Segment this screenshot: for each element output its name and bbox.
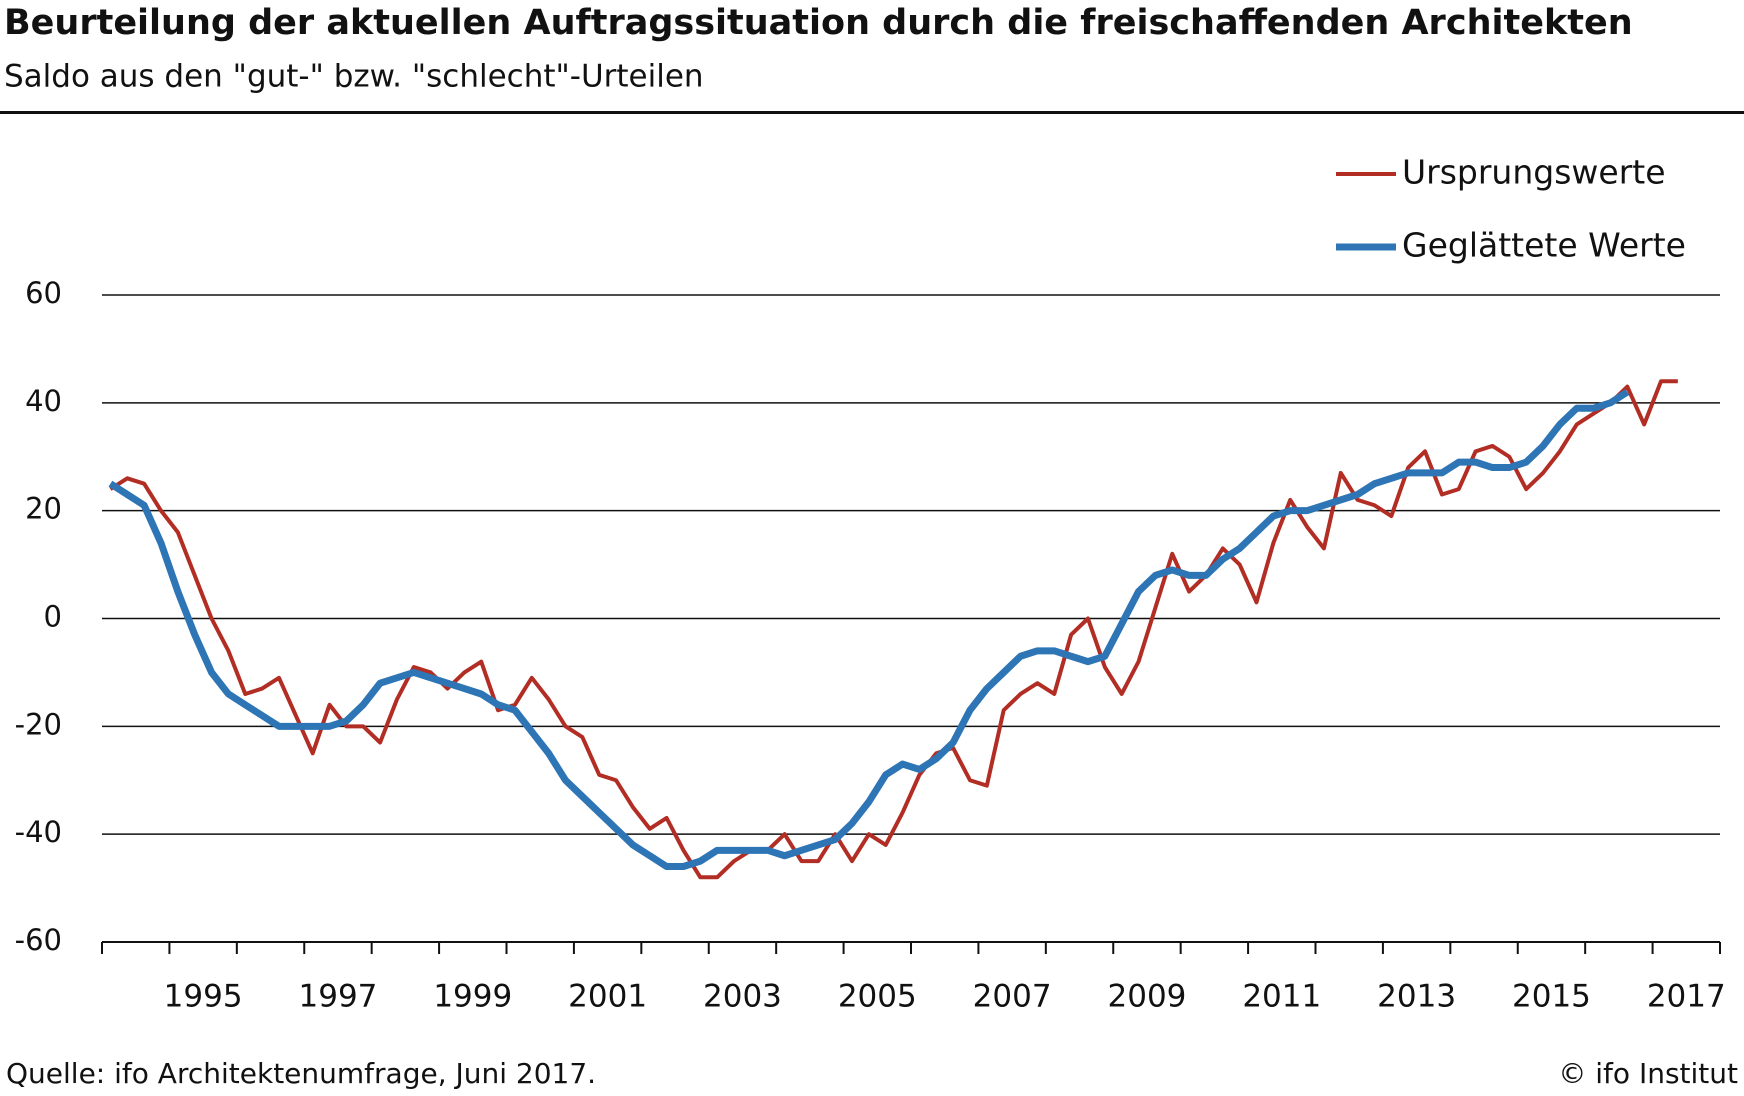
x-tick-label: 2013 — [1377, 979, 1456, 1015]
data-line — [108, 389, 1630, 871]
legend-label: Geglättete Werte — [1402, 226, 1686, 265]
x-tick-label: 2009 — [1108, 979, 1187, 1015]
x-tick-label: 2005 — [838, 979, 917, 1015]
x-tick-label: 2001 — [568, 979, 647, 1015]
x-tick-label: 2003 — [703, 979, 782, 1015]
x-tick-label: 2011 — [1242, 979, 1321, 1015]
y-tick-label: -40 — [15, 815, 62, 849]
source-note: Quelle: ifo Architektenumfrage, Juni 201… — [6, 1057, 596, 1090]
y-tick-label: 0 — [44, 600, 62, 634]
chart-subtitle: Saldo aus den "gut-" bzw. "schlecht"-Urt… — [4, 59, 704, 95]
x-tick-label: 1995 — [164, 979, 243, 1015]
x-tick-label: 2015 — [1512, 979, 1591, 1015]
chart-title: Beurteilung der aktuellen Auftragssituat… — [4, 3, 1633, 43]
data-line — [109, 379, 1678, 880]
credit: © ifo Institut — [1558, 1057, 1738, 1090]
y-tick-label: 60 — [25, 276, 62, 310]
x-tick-label: 2007 — [973, 979, 1052, 1015]
x-tick-label: 1999 — [433, 979, 512, 1015]
y-tick-label: -20 — [15, 707, 62, 741]
legend-label: Ursprungswerte — [1402, 153, 1666, 192]
x-tick-label: 2017 — [1647, 979, 1726, 1015]
header-rule — [0, 111, 1744, 114]
x-tick-label: 1997 — [299, 979, 378, 1015]
y-tick-label: 20 — [25, 492, 62, 526]
y-tick-label: 40 — [25, 384, 62, 418]
y-tick-label: -60 — [15, 923, 62, 957]
